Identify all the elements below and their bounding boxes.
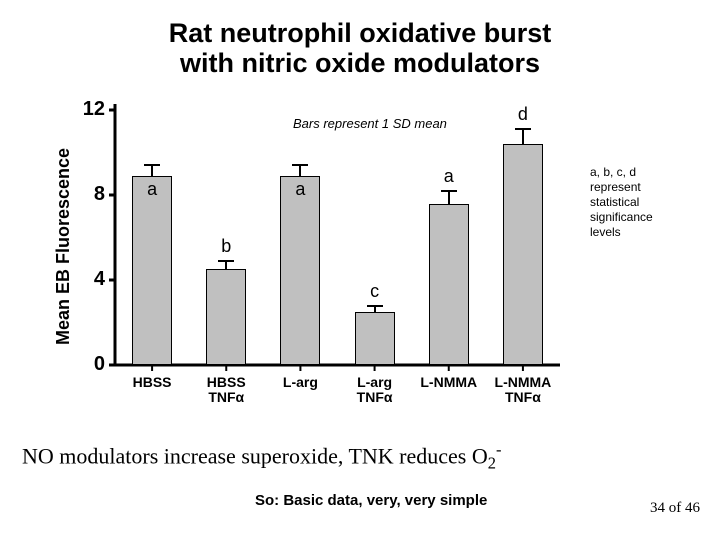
bar	[429, 204, 469, 366]
bar	[355, 312, 395, 365]
footer-note: So: Basic data, very, very simple	[255, 492, 487, 509]
bar	[280, 176, 320, 365]
conclusion-post: -	[496, 440, 502, 459]
bar-chart: abacad	[115, 110, 560, 365]
bar-significance-letter: d	[503, 104, 543, 125]
x-category-label: HBSS	[133, 375, 172, 390]
x-category-label: HBSSTNFα	[207, 375, 246, 406]
bar-significance-letter: a	[132, 179, 172, 200]
bar	[206, 269, 246, 365]
x-category-label: L-NMMA	[420, 375, 477, 390]
bar-significance-letter: c	[355, 281, 395, 302]
bar-significance-letter: a	[280, 179, 320, 200]
bar-significance-letter: a	[429, 166, 469, 187]
side-note: a, b, c, drepresentstatisticalsignifican…	[590, 165, 653, 240]
x-category-label: L-NMMATNFα	[495, 375, 552, 406]
x-category-label: L-argTNFα	[357, 375, 393, 406]
x-category-label: L-arg	[283, 375, 318, 390]
conclusion-text: NO modulators increase superoxide, TNK r…	[22, 440, 502, 474]
page-number: 34 of 46	[650, 500, 700, 517]
conclusion-pre: NO modulators increase superoxide, TNK r…	[22, 443, 488, 468]
conclusion-sub: 2	[488, 454, 496, 473]
bar	[503, 144, 543, 365]
bar-significance-letter: b	[206, 236, 246, 257]
bar	[132, 176, 172, 365]
